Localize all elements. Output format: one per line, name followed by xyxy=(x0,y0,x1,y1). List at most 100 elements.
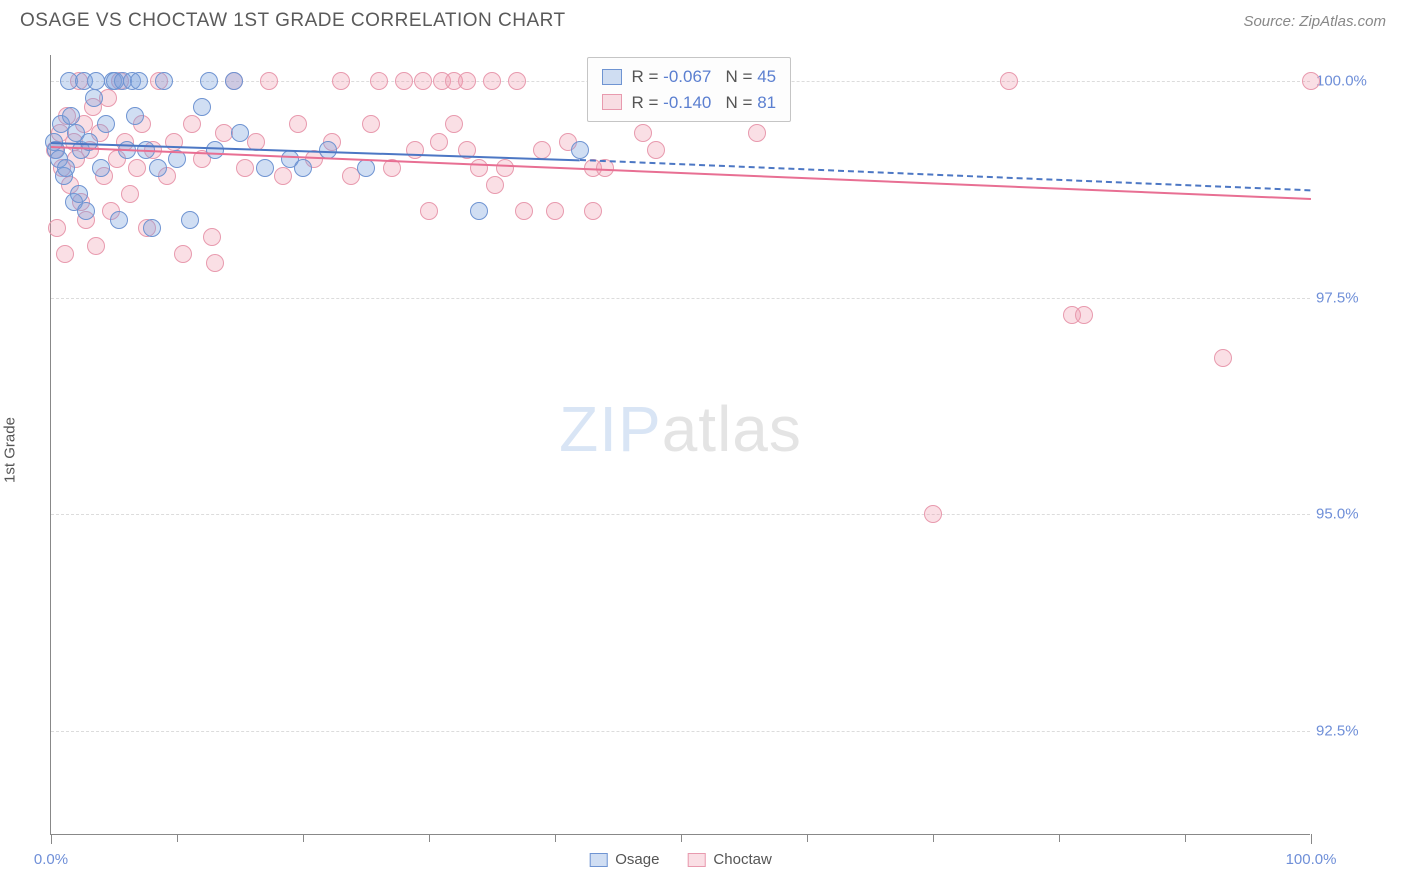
scatter-point xyxy=(92,159,110,177)
scatter-point xyxy=(181,211,199,229)
scatter-point xyxy=(206,254,224,272)
chart-source: Source: ZipAtlas.com xyxy=(1243,13,1386,30)
scatter-point xyxy=(110,211,128,229)
scatter-point xyxy=(62,107,80,125)
scatter-point xyxy=(483,72,501,90)
scatter-point xyxy=(571,141,589,159)
chart-container: 1st Grade ZIPatlas 92.5%95.0%97.5%100.0%… xyxy=(20,45,1390,855)
scatter-point xyxy=(215,124,233,142)
bottom-legend: Osage Choctaw xyxy=(589,851,772,868)
scatter-point xyxy=(56,245,74,263)
watermark: ZIPatlas xyxy=(559,392,802,466)
scatter-point xyxy=(748,124,766,142)
chart-header: OSAGE VS CHOCTAW 1ST GRADE CORRELATION C… xyxy=(0,0,1406,38)
scatter-point xyxy=(470,202,488,220)
y-tick-label: 95.0% xyxy=(1316,506,1388,523)
scatter-point xyxy=(546,202,564,220)
y-tick-label: 92.5% xyxy=(1316,723,1388,740)
scatter-point xyxy=(289,115,307,133)
gridline-h xyxy=(51,514,1310,515)
scatter-point xyxy=(231,124,249,142)
y-tick-label: 97.5% xyxy=(1316,289,1388,306)
x-tick xyxy=(1185,834,1186,842)
stats-row: R = -0.140 N = 81 xyxy=(602,90,777,116)
x-tick xyxy=(807,834,808,842)
scatter-point xyxy=(128,159,146,177)
x-tick xyxy=(51,834,52,844)
scatter-point xyxy=(183,115,201,133)
scatter-point xyxy=(515,202,533,220)
watermark-part1: ZIP xyxy=(559,393,662,465)
scatter-point xyxy=(200,72,218,90)
x-tick xyxy=(1059,834,1060,842)
legend-label: Osage xyxy=(615,851,659,868)
scatter-point xyxy=(236,159,254,177)
scatter-point xyxy=(1075,306,1093,324)
scatter-point xyxy=(143,219,161,237)
scatter-point xyxy=(332,72,350,90)
watermark-part2: atlas xyxy=(662,393,802,465)
scatter-point xyxy=(370,72,388,90)
scatter-point xyxy=(48,219,66,237)
x-tick xyxy=(429,834,430,842)
scatter-point xyxy=(414,72,432,90)
scatter-point xyxy=(206,141,224,159)
stats-row: R = -0.067 N = 45 xyxy=(602,64,777,90)
stats-swatch xyxy=(602,94,622,110)
scatter-point xyxy=(97,115,115,133)
stats-swatch xyxy=(602,69,622,85)
scatter-point xyxy=(87,72,105,90)
scatter-point xyxy=(496,159,514,177)
plot-area: ZIPatlas 92.5%95.0%97.5%100.0%0.0%100.0%… xyxy=(50,55,1310,835)
scatter-point xyxy=(362,115,380,133)
stats-text: R = -0.067 N = 45 xyxy=(632,64,777,90)
x-tick xyxy=(177,834,178,842)
scatter-point xyxy=(357,159,375,177)
scatter-point xyxy=(445,115,463,133)
scatter-point xyxy=(57,159,75,177)
scatter-point xyxy=(77,202,95,220)
scatter-point xyxy=(395,72,413,90)
x-tick-label: 0.0% xyxy=(34,851,68,868)
scatter-point xyxy=(121,185,139,203)
legend-item: Osage xyxy=(589,851,659,868)
stats-text: R = -0.140 N = 81 xyxy=(632,90,777,116)
scatter-point xyxy=(149,159,167,177)
scatter-point xyxy=(584,202,602,220)
trend-line-dashed xyxy=(580,159,1311,191)
scatter-point xyxy=(486,176,504,194)
scatter-point xyxy=(225,72,243,90)
legend-item: Choctaw xyxy=(687,851,771,868)
gridline-h xyxy=(51,731,1310,732)
scatter-point xyxy=(256,159,274,177)
scatter-point xyxy=(87,237,105,255)
scatter-point xyxy=(634,124,652,142)
scatter-point xyxy=(430,133,448,151)
scatter-point xyxy=(924,505,942,523)
scatter-point xyxy=(458,72,476,90)
scatter-point xyxy=(533,141,551,159)
scatter-point xyxy=(420,202,438,220)
scatter-point xyxy=(126,107,144,125)
scatter-point xyxy=(647,141,665,159)
y-axis-label: 1st Grade xyxy=(2,417,19,483)
y-tick-label: 100.0% xyxy=(1316,73,1388,90)
chart-title: OSAGE VS CHOCTAW 1ST GRADE CORRELATION C… xyxy=(20,10,566,32)
scatter-point xyxy=(260,72,278,90)
scatter-point xyxy=(406,141,424,159)
x-tick xyxy=(933,834,934,842)
scatter-point xyxy=(155,72,173,90)
legend-swatch xyxy=(687,853,705,867)
scatter-point xyxy=(193,98,211,116)
scatter-point xyxy=(294,159,312,177)
gridline-h xyxy=(51,298,1310,299)
x-tick xyxy=(681,834,682,842)
scatter-point xyxy=(70,185,88,203)
scatter-point xyxy=(130,72,148,90)
scatter-point xyxy=(1214,349,1232,367)
scatter-point xyxy=(470,159,488,177)
legend-label: Choctaw xyxy=(713,851,771,868)
x-tick xyxy=(1311,834,1312,844)
scatter-point xyxy=(274,167,292,185)
stats-box: R = -0.067 N = 45R = -0.140 N = 81 xyxy=(587,57,792,122)
